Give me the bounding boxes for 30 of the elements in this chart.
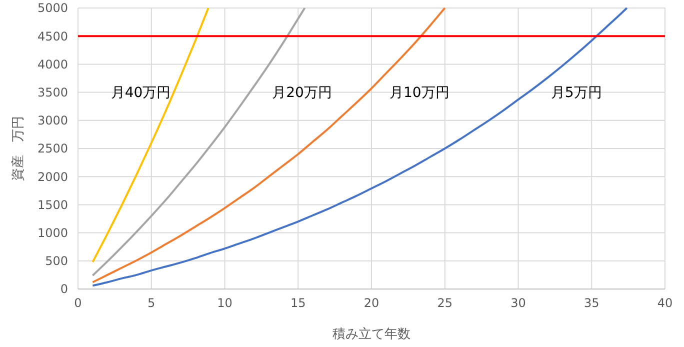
series-label: 月5万円 <box>550 85 602 102</box>
x-tick-label: 5 <box>148 296 156 310</box>
y-tick-label: 0 <box>60 282 68 296</box>
line-series <box>92 7 446 284</box>
y-tick-label: 1500 <box>37 198 68 212</box>
x-tick-label: 20 <box>364 296 380 310</box>
series-label: 月20万円 <box>272 85 332 102</box>
y-tick-label: 5000 <box>37 1 68 16</box>
x-tick-label: 35 <box>584 296 600 310</box>
x-axis-title: 積み立て年数 <box>332 326 410 342</box>
line-series <box>92 7 210 264</box>
x-tick-label: 30 <box>510 296 526 310</box>
series-label: 月10万円 <box>390 85 450 102</box>
y-tick-label: 1000 <box>37 226 68 240</box>
y-tick-label: 3500 <box>37 86 68 100</box>
line-series <box>92 7 306 277</box>
x-tick-label: 10 <box>217 296 232 310</box>
line-series <box>92 7 628 287</box>
x-tick-label: 15 <box>290 296 306 310</box>
y-tick-label: 2000 <box>37 170 68 184</box>
x-tick-label: 25 <box>437 296 453 310</box>
y-tick-label: 4000 <box>37 57 68 72</box>
y-axis-title: 資産 万円 <box>10 116 26 181</box>
x-tick-label: 40 <box>657 296 673 310</box>
y-tick-label: 2500 <box>37 142 68 156</box>
x-tick-label: 0 <box>74 296 82 310</box>
y-tick-label: 4500 <box>37 29 68 44</box>
y-tick-label: 3000 <box>37 114 68 128</box>
series-label: 月40万円 <box>110 85 171 102</box>
y-tick-label: 500 <box>45 254 68 268</box>
